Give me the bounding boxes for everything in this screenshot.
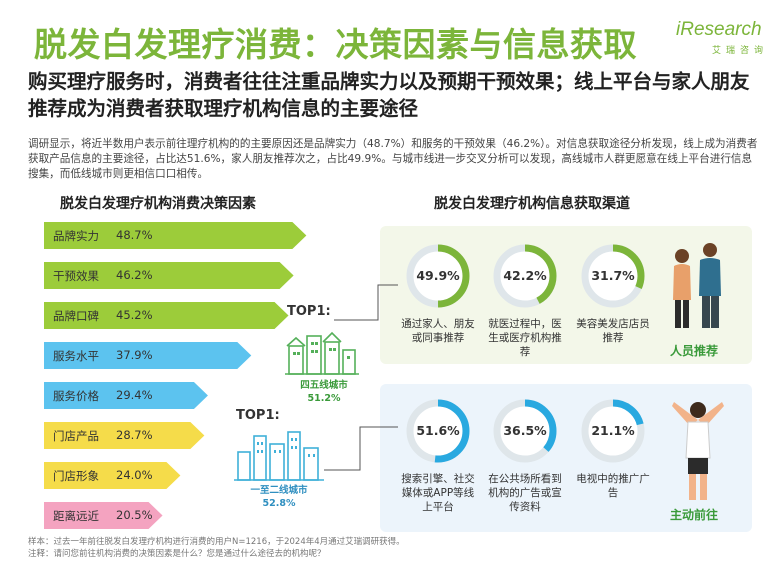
ring-chart <box>581 244 645 308</box>
ring-value-label: 31.7% <box>591 268 635 283</box>
bar-category-label: 品牌口碑 <box>53 309 99 323</box>
bar-row: 距离远近 20.5% <box>44 502 167 529</box>
tier-top-label-high: TOP1: <box>236 408 280 423</box>
channel-ring: 51.6% <box>405 398 471 464</box>
ring-arc <box>406 399 470 463</box>
bar-value-label: 45.2% <box>116 308 153 322</box>
bar-row: 门店产品 28.7% <box>44 422 208 449</box>
info-channels-title: 脱发白发理疗机构信息获取渠道 <box>434 196 630 212</box>
bar <box>44 262 294 289</box>
bar-shape <box>44 342 252 369</box>
channel-ring: 31.7% <box>580 243 646 309</box>
bar-value-label: 48.7% <box>116 228 153 242</box>
bar-category-label: 门店产品 <box>53 429 99 443</box>
badge-referral: 人员推荐 <box>670 344 719 358</box>
ring-value-label: 42.2% <box>503 268 547 283</box>
bar <box>44 342 252 369</box>
tier-top-label-low: TOP1: <box>287 304 331 319</box>
bar-category-label: 干预效果 <box>53 269 99 283</box>
bar-shape <box>44 262 294 289</box>
channel-ring: 36.5% <box>492 398 558 464</box>
ring-arc <box>581 399 645 463</box>
channel-ring: 49.9% <box>405 243 471 309</box>
tier-name-low: 四五线城市 <box>300 380 348 391</box>
bar-row: 品牌口碑 45.2% <box>44 302 293 329</box>
badge-proactive: 主动前往 <box>670 508 719 522</box>
bar <box>44 302 289 329</box>
ring-caption: 电视中的推广广告 <box>576 473 650 499</box>
bar-value-label: 29.4% <box>116 388 153 402</box>
bar-row: 服务水平 37.9% <box>44 342 255 369</box>
ring-arc <box>493 399 557 463</box>
ring-chart <box>581 399 645 463</box>
ring-chart <box>493 244 557 308</box>
bar-shape <box>44 462 181 489</box>
tier-value-low: 51.2% <box>307 393 341 404</box>
footer: 样本：过去一年前往脱发白发理疗机构进行消费的用户N=1216，于2024年4月通… <box>28 536 405 560</box>
bar-value-label: 20.5% <box>116 508 153 522</box>
bar-shape <box>44 422 205 449</box>
bar-shape <box>44 382 208 409</box>
ring-value-label: 36.5% <box>503 423 547 438</box>
bar-value-label: 46.2% <box>116 268 153 282</box>
footer-note: 注释：请问您前往机构消费的决策因素是什么？您是通过什么途径去的机构呢？ <box>28 549 326 559</box>
bar-category-label: 服务水平 <box>53 349 99 363</box>
ring-arc <box>406 244 470 308</box>
people-icon <box>673 243 721 328</box>
ring-caption: 在公共场所看到机构的广告或宣传资料 <box>488 473 562 513</box>
ring-arc <box>493 244 557 308</box>
bar <box>44 462 181 489</box>
page-subtitle: 购买理疗服务时，消费者往往注重品牌实力以及预期干预效果；线上平台与家人朋友推荐成… <box>28 70 750 120</box>
ring-value-label: 49.9% <box>416 268 460 283</box>
bar-row: 门店形象 24.0% <box>44 462 184 489</box>
channel-ring: 42.2% <box>492 243 558 309</box>
channel-ring: 21.1% <box>580 398 646 464</box>
bar <box>44 422 205 449</box>
decision-factors-title: 脱发白发理疗机构消费决策因素 <box>60 196 256 212</box>
bar <box>44 382 208 409</box>
bar-row: 服务价格 29.4% <box>44 382 212 409</box>
tier-value-high: 52.8% <box>262 498 296 509</box>
ring-caption: 就医过程中，医生或医疗机构推荐 <box>488 318 562 358</box>
bar-category-label: 服务价格 <box>53 389 99 403</box>
bar-row: 干预效果 46.2% <box>44 262 298 289</box>
ring-caption: 美容美发店店员推荐 <box>576 318 650 344</box>
bar-category-label: 距离远近 <box>53 509 99 523</box>
footer-sample: 样本：过去一年前往脱发白发理疗机构进行消费的用户N=1216，于2024年4月通… <box>28 537 405 547</box>
person-icon <box>672 402 724 500</box>
bar-value-label: 37.9% <box>116 348 153 362</box>
ring-arc <box>581 244 645 308</box>
ring-chart <box>406 399 470 463</box>
ring-value-label: 21.1% <box>591 423 635 438</box>
ring-value-label: 51.6% <box>416 423 460 438</box>
bar-category-label: 品牌实力 <box>53 229 99 243</box>
ring-caption: 搜索引擎、社交媒体或APP等线上平台 <box>401 473 475 513</box>
ring-chart <box>493 399 557 463</box>
bar-row: 品牌实力 48.7% <box>44 222 310 249</box>
bar <box>44 502 163 529</box>
page-description: 调研显示，将近半数用户表示前往理疗机构的的主要原因还是品牌实力（48.7%）和服… <box>28 138 758 180</box>
bar-shape <box>44 302 289 329</box>
bar-value-label: 28.7% <box>116 428 153 442</box>
ring-chart <box>406 244 470 308</box>
logo-text: iResearch <box>676 19 762 40</box>
iresearch-logo: iResearch 艾瑞咨询 <box>676 19 768 57</box>
bar-value-label: 24.0% <box>116 468 153 482</box>
logo-subtext: 艾瑞咨询 <box>712 46 769 56</box>
tier-name-high: 一至二线城市 <box>250 485 308 496</box>
bar-category-label: 门店形象 <box>53 469 99 483</box>
bar <box>44 222 307 249</box>
high-tier-city-icon <box>234 431 324 481</box>
low-tier-city-icon <box>285 331 359 375</box>
bar-shape <box>44 502 163 529</box>
bar-shape <box>44 222 307 249</box>
page-title: 脱发白发理疗消费：决策因素与信息获取 <box>34 25 637 64</box>
ring-caption: 通过家人、朋友或同事推荐 <box>401 318 475 344</box>
